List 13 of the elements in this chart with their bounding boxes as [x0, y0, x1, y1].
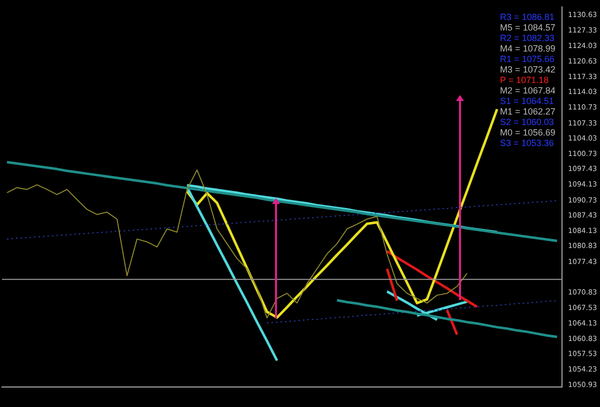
annotation: M1 = 1062.27 — [500, 106, 556, 117]
annotation: M2 = 1067.84 — [500, 86, 556, 96]
annotation: S1 = 1064.51 — [500, 96, 554, 106]
annotation: R3 = 1086.81 — [500, 12, 554, 22]
annotation: S2 = 1060.03 — [500, 117, 554, 128]
annotation: M5 = 1084.57 — [500, 22, 556, 33]
annotation: M3 = 1073.42 — [500, 64, 556, 75]
annotation: R1 = 1075.66 — [500, 54, 554, 64]
annotation: P = 1071.18 — [500, 75, 549, 86]
annotation: R2 = 1082.33 — [500, 33, 554, 44]
annotation: M0 = 1056.69 — [500, 128, 556, 138]
annotation: M4 = 1078.99 — [500, 44, 556, 54]
annotation: S3 = 1053.36 — [500, 138, 554, 148]
